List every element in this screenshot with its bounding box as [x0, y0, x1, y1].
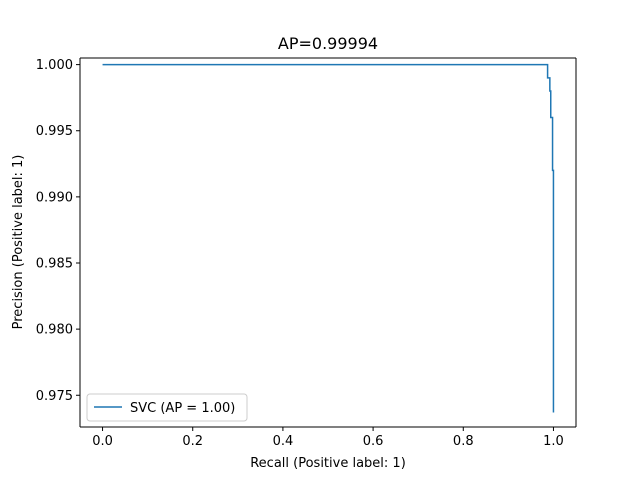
series-layer	[102, 63, 555, 413]
legend-label: SVC (AP = 1.00)	[130, 401, 235, 416]
x-tick-label: 0.4	[273, 434, 294, 449]
x-tick-label: 0.6	[363, 434, 384, 449]
y-tick-label: 0.975	[36, 389, 73, 404]
y-axis-ticks: 0.975 0.980 0.985 0.990 0.995 1.000	[36, 58, 80, 404]
legend: SVC (AP = 1.00)	[86, 393, 248, 422]
x-tick-label: 1.0	[543, 434, 564, 449]
x-axis-label: Recall (Positive label: 1)	[250, 456, 406, 471]
y-tick-label: 0.985	[36, 257, 73, 272]
y-axis-label: Precision (Positive label: 1)	[11, 155, 26, 330]
x-tick-label: 0.0	[92, 434, 113, 449]
chart-title: AP=0.99994	[278, 34, 378, 53]
plot-area	[80, 58, 576, 427]
x-tick-label: 0.8	[453, 434, 474, 449]
x-axis-ticks: 0.0 0.2 0.4 0.6 0.8 1.0	[92, 427, 564, 449]
y-tick-label: 0.980	[36, 323, 73, 338]
y-tick-label: 0.990	[36, 190, 73, 205]
x-tick-label: 0.2	[182, 434, 203, 449]
y-tick-label: 1.000	[36, 58, 73, 73]
series-line-0	[102, 63, 555, 413]
legend-box	[86, 393, 248, 422]
y-tick-label: 0.995	[36, 124, 73, 139]
axes-frame	[79, 57, 577, 428]
